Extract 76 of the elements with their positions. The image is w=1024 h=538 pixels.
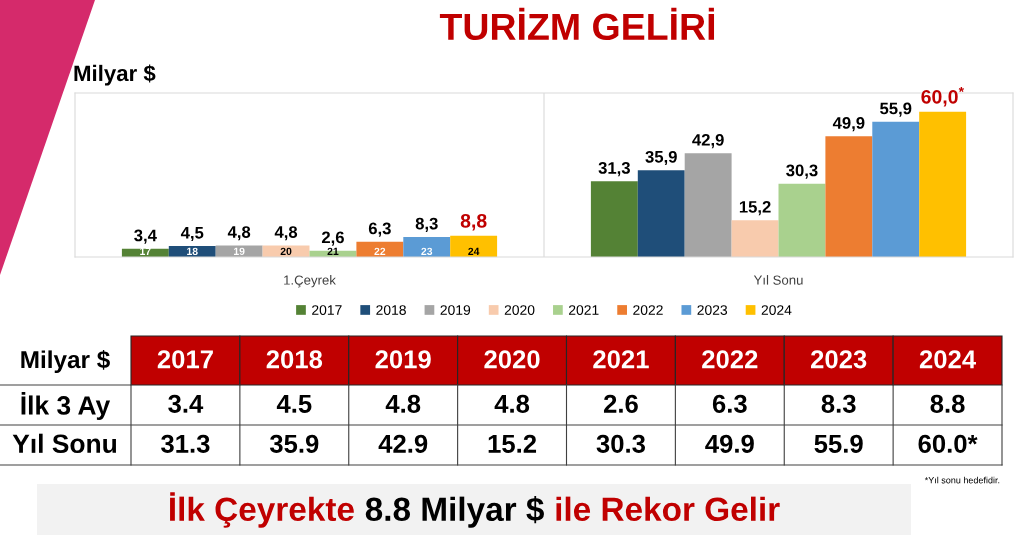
data-label: 31,3 (598, 162, 630, 177)
text: 30.3 (596, 434, 646, 453)
data-label: 4,5 (180, 227, 204, 242)
data-label: 6,3 (368, 222, 391, 237)
data-label: 35,9 (645, 150, 677, 166)
text: 15.2 (488, 434, 537, 453)
legend-label: 2018 (376, 305, 406, 315)
text: 2024 (919, 350, 977, 369)
data-label: 49,9 (832, 117, 865, 132)
data-label: 3,4 (134, 229, 157, 244)
legend-label: 2021 (569, 305, 599, 315)
text: Milyar $ (21, 349, 110, 374)
text: 8.8 (930, 394, 965, 413)
text: 3.4 (168, 394, 204, 413)
legend-label: 2020 (504, 305, 535, 315)
text: 42.9 (378, 434, 428, 453)
bar (872, 121, 920, 257)
text: 2.6 (603, 394, 638, 413)
bar (450, 235, 498, 257)
text: 55.9 (814, 434, 863, 453)
data-label: 8,3 (415, 217, 438, 232)
bar (637, 170, 685, 257)
annotation: 19 (234, 247, 245, 256)
bar (919, 111, 967, 257)
annotation: 23 (421, 247, 433, 256)
text: ile Rekor Gelir (556, 496, 780, 522)
text: 2020 (484, 350, 540, 369)
text: 2023 (811, 350, 867, 369)
x-tick-label: 1.Çeyrek (284, 275, 336, 288)
legend-label: 2022 (633, 305, 663, 315)
legend-label: 2017 (312, 305, 342, 315)
chart-title: TURİZM GELİRİ (439, 7, 715, 41)
text: *Yıl sonu hedefidir. (924, 476, 1000, 484)
text: İlk Çeyrekte (170, 492, 354, 528)
annotation: 20 (280, 247, 292, 256)
bar (731, 220, 779, 257)
legend-label: 2023 (697, 305, 728, 315)
text: 2019 (375, 350, 431, 369)
data-label: 8,8 (460, 213, 487, 231)
annotation: 22 (374, 247, 386, 255)
text: 35.9 (269, 434, 319, 453)
annotation: 21 (327, 247, 339, 255)
data-label: 30,3 (786, 164, 818, 179)
bar (778, 183, 826, 257)
text: 60.0* (918, 434, 978, 453)
data-label: 15,2 (739, 200, 771, 216)
bar (684, 153, 732, 257)
text: 4.8 (385, 394, 421, 413)
annotation: 24 (468, 247, 480, 255)
annotation: 17 (140, 247, 151, 255)
text: 8.8 Milyar $ (365, 496, 544, 528)
text: 4.8 (494, 394, 530, 413)
bar (403, 236, 451, 257)
data-label: 55,9 (880, 102, 912, 117)
text: 2022 (702, 350, 758, 369)
data-label: 42,9 (692, 133, 724, 149)
annotation: 18 (187, 247, 198, 256)
text: 2018 (266, 350, 323, 369)
bar (825, 136, 873, 257)
legend-label: 2019 (440, 305, 471, 315)
text: Yıl Sonu (12, 433, 117, 454)
text: 8.3 (821, 394, 856, 413)
data-label: 4,8 (227, 226, 251, 241)
y-axis-title: Milyar $ (74, 64, 156, 86)
text: 31.3 (161, 434, 210, 453)
text: İlk 3 Ay (21, 391, 111, 421)
text: 49.9 (705, 434, 754, 453)
legend-label: 2024 (761, 305, 792, 315)
text: 2021 (593, 350, 649, 369)
data-label: 2,6 (321, 231, 344, 246)
data-label: 4,8 (274, 226, 298, 241)
text: 6.3 (712, 394, 747, 413)
text: 4.5 (276, 394, 312, 413)
text: 2017 (157, 350, 213, 369)
bar (590, 181, 638, 257)
data-label: 60,0$^{*}$ (921, 86, 964, 107)
